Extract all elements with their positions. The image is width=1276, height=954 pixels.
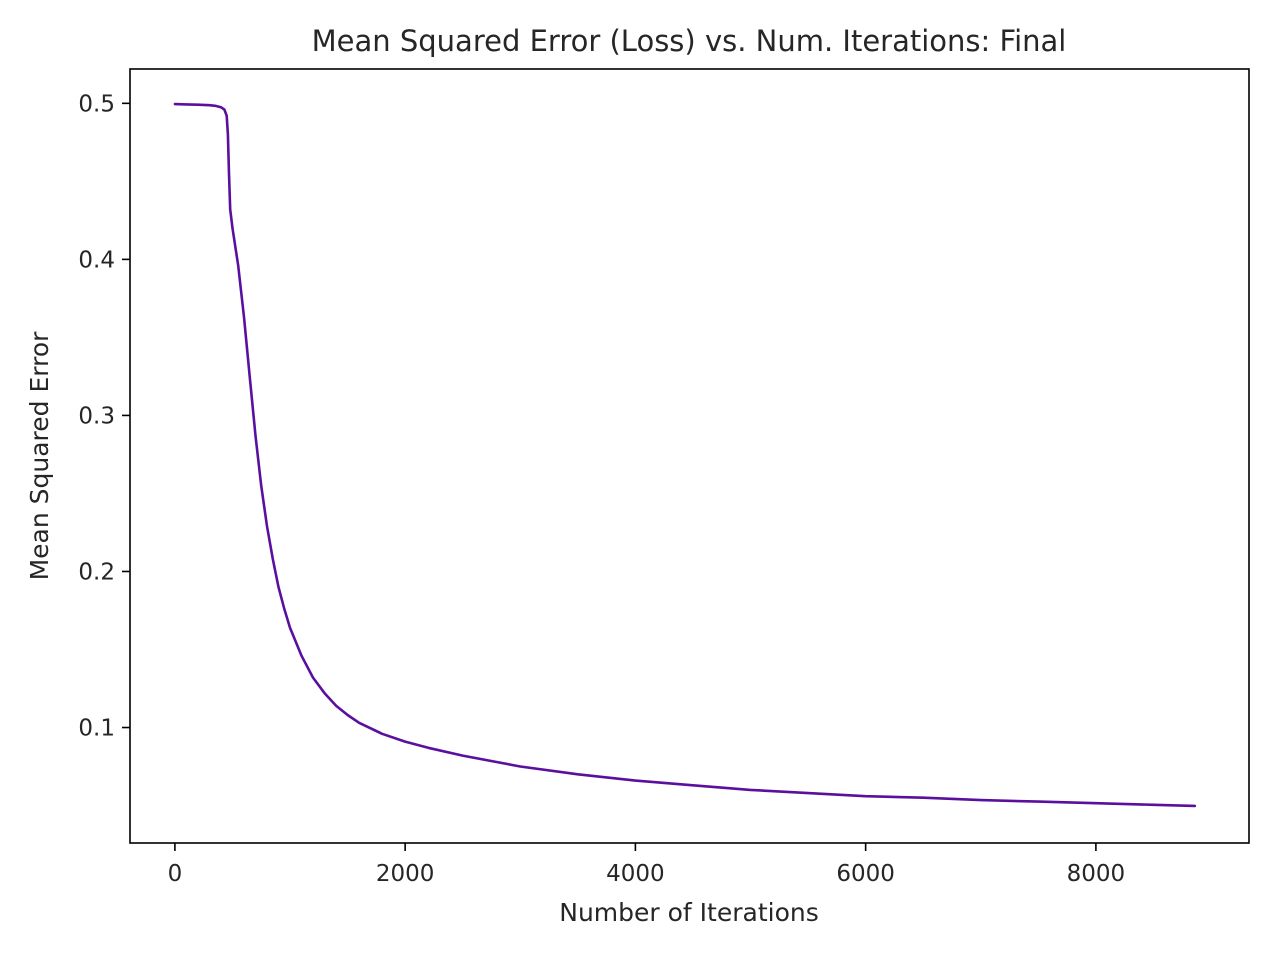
x-tick-label: 8000 [1067, 861, 1126, 887]
x-axis: 0 2000 4000 6000 8000 [168, 843, 1126, 887]
y-axis: 0.1 0.2 0.3 0.4 0.5 [78, 91, 130, 742]
plot-frame [129, 68, 1250, 844]
y-tick-label: 0.1 [78, 716, 115, 742]
y-axis-title: Mean Squared Error [25, 331, 54, 581]
x-axis-title: Number of Iterations [559, 898, 819, 927]
y-tick-label: 0.4 [78, 247, 115, 273]
plot-area [130, 69, 1249, 843]
x-tick-label: 6000 [836, 861, 895, 887]
y-tick-label: 0.5 [78, 91, 115, 117]
x-tick-label: 4000 [606, 861, 665, 887]
loss-line [173, 102, 1197, 808]
y-tick-label: 0.2 [78, 559, 115, 585]
x-tick-label: 0 [168, 861, 183, 887]
x-tick-label: 2000 [376, 861, 435, 887]
chart-title: Mean Squared Error (Loss) vs. Num. Itera… [312, 24, 1067, 58]
y-tick-label: 0.3 [78, 403, 115, 429]
